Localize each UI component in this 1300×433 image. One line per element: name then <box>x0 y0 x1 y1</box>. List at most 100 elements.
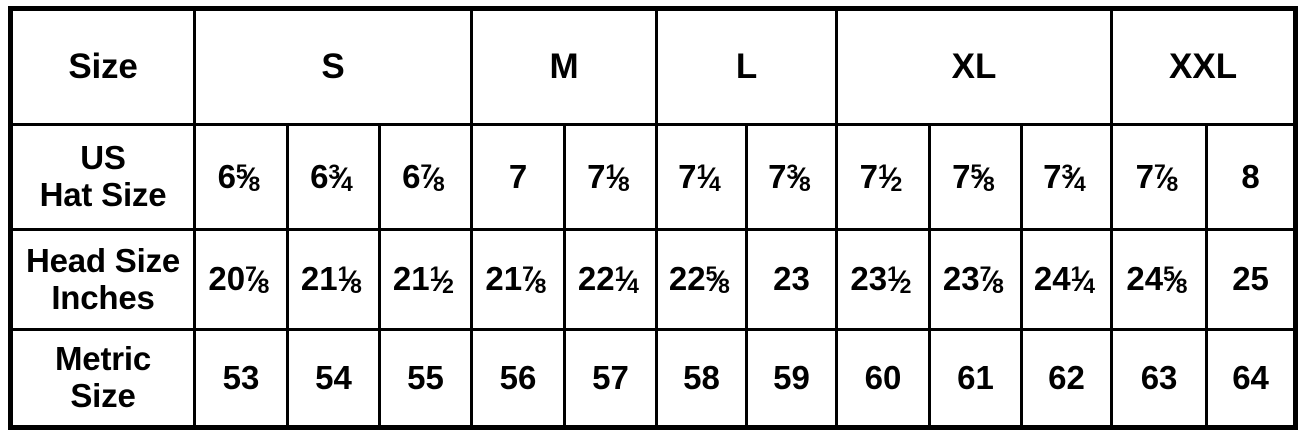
cell-head-size-inches-6: 23 <box>745 228 839 331</box>
cell-whole: 7 <box>768 157 787 195</box>
cell-value: 56 <box>500 359 537 397</box>
table-row-metric-size: Metric Size 53 54 55 56 57 58 59 60 61 62 63 64 <box>10 328 1297 428</box>
fraction-slash: ⁄ <box>979 162 985 196</box>
cell-whole: 23 <box>850 260 888 298</box>
cell-head-size-inches-1: 211⁄8 <box>286 228 381 331</box>
cell-head-size-inches-2: 211⁄2 <box>377 228 474 331</box>
fraction-numerator: 7 <box>245 263 257 287</box>
cell-value: 67⁄8 <box>402 157 449 196</box>
fraction-numerator: 5 <box>1163 263 1175 287</box>
cell-head-size-inches-8: 237⁄8 <box>928 228 1024 331</box>
cell-whole: 7 <box>1043 157 1062 195</box>
cell-value: 71⁄2 <box>859 157 907 196</box>
cell-whole: 60 <box>864 358 902 396</box>
cell-metric-size-10: 63 <box>1110 328 1209 428</box>
fraction-slash: ⁄ <box>714 264 720 298</box>
cell-us-hat-size-4: 71⁄8 <box>563 123 659 231</box>
fraction-denominator: 8 <box>718 275 730 299</box>
cell-us-hat-size-10: 77⁄8 <box>1110 123 1209 231</box>
size-chart-table: Size S M L XL XXL US Hat Size 65⁄8 63⁄4 67⁄8 7 71⁄8 7… <box>7 6 1299 430</box>
fraction-numerator: 3 <box>786 160 799 184</box>
fraction-numerator: 7 <box>522 263 534 287</box>
cell-us-hat-size-8: 75⁄8 <box>928 123 1024 231</box>
cell-value: 64 <box>1232 358 1269 397</box>
fraction-denominator: 8 <box>432 172 445 196</box>
cell-head-size-inches-5: 225⁄8 <box>655 228 749 331</box>
size-group-xl: XL <box>835 8 1114 126</box>
fraction-denominator: 2 <box>442 275 454 299</box>
cell-metric-size-0: 53 <box>193 328 289 428</box>
cell-value: 65⁄8 <box>218 158 265 196</box>
cell-metric-size-1: 54 <box>286 328 381 428</box>
cell-whole: 6 <box>310 157 329 195</box>
table-row-us-hat-size: US Hat Size 65⁄8 63⁄4 67⁄8 7 71⁄8 71⁄4 73⁄8 71⁄2 7… <box>10 123 1297 231</box>
cell-value: 55 <box>407 358 444 397</box>
cell-value: 207⁄8 <box>208 260 273 299</box>
fraction-denominator: 8 <box>992 275 1004 299</box>
cell-value: 8 <box>1241 158 1259 196</box>
cell-value: 63 <box>1140 358 1178 397</box>
cell-whole: 53 <box>222 358 260 396</box>
cell-whole: 7 <box>1135 157 1154 195</box>
cell-whole: 63 <box>1140 358 1178 396</box>
cell-value: 57 <box>592 358 629 397</box>
header-size-label: Size <box>10 8 196 126</box>
fraction-numerator: 7 <box>1153 160 1166 184</box>
size-group-l: L <box>655 8 839 126</box>
cell-us-hat-size-0: 65⁄8 <box>193 123 289 231</box>
cell-whole: 7 <box>508 157 528 195</box>
cell-value: 62 <box>1048 358 1085 397</box>
fraction-denominator: 8 <box>257 275 270 299</box>
cell-whole: 64 <box>1232 358 1269 396</box>
row-label-us-hat-size: US Hat Size <box>10 123 196 231</box>
fraction-numerator: 1 <box>605 160 618 184</box>
cell-whole: 25 <box>1232 260 1269 298</box>
fraction-slash: ⁄ <box>244 162 250 196</box>
cell-whole: 55 <box>407 358 444 396</box>
cell-whole: 54 <box>315 358 352 396</box>
cell-whole: 7 <box>952 157 971 195</box>
fraction-slash: ⁄ <box>795 162 801 196</box>
cell-whole: 7 <box>859 157 878 195</box>
row-label-head-size-inches: Head Size Inches <box>10 228 196 331</box>
cell-fraction: 5⁄8 <box>706 263 735 299</box>
cell-fraction: 1⁄2 <box>878 161 907 196</box>
fraction-numerator: 1 <box>887 263 899 287</box>
fraction-slash: ⁄ <box>614 162 620 196</box>
fraction-numerator: 7 <box>979 263 992 287</box>
cell-fraction: 5⁄8 <box>1163 263 1192 299</box>
cell-value: 73⁄8 <box>768 157 815 196</box>
cell-head-size-inches-0: 207⁄8 <box>193 228 289 331</box>
fraction-denominator: 8 <box>983 172 995 196</box>
cell-metric-size-7: 60 <box>835 328 932 428</box>
cell-value: 231⁄2 <box>850 260 915 298</box>
cell-head-size-inches-7: 231⁄2 <box>835 228 932 331</box>
cell-value: 25 <box>1232 260 1269 298</box>
cell-value: 63⁄4 <box>310 157 357 196</box>
cell-value: 60 <box>864 358 902 397</box>
cell-whole: 7 <box>678 157 697 195</box>
cell-whole: 62 <box>1048 358 1085 396</box>
cell-whole: 57 <box>592 358 629 396</box>
fraction-denominator: 8 <box>1175 275 1188 299</box>
fraction-slash: ⁄ <box>886 162 892 196</box>
cell-value: 23 <box>773 260 810 298</box>
cell-fraction: 7⁄8 <box>420 161 449 196</box>
cell-whole: 23 <box>773 260 810 298</box>
cell-metric-size-2: 55 <box>377 328 474 428</box>
cell-whole: 23 <box>942 260 980 298</box>
cell-whole: 58 <box>683 358 720 396</box>
cell-value: 77⁄8 <box>1135 157 1183 196</box>
cell-metric-size-9: 62 <box>1020 328 1114 428</box>
cell-us-hat-size-2: 67⁄8 <box>377 123 474 231</box>
fraction-slash: ⁄ <box>530 264 536 298</box>
fraction-denominator: 8 <box>534 275 547 299</box>
cell-value: 71⁄4 <box>678 157 725 196</box>
cell-us-hat-size-1: 63⁄4 <box>286 123 381 231</box>
fraction-denominator: 8 <box>798 172 811 196</box>
cell-value: 211⁄8 <box>301 260 366 298</box>
cell-whole: 6 <box>402 157 421 195</box>
fraction-slash: ⁄ <box>337 162 343 196</box>
cell-head-size-inches-11: 25 <box>1205 228 1297 331</box>
